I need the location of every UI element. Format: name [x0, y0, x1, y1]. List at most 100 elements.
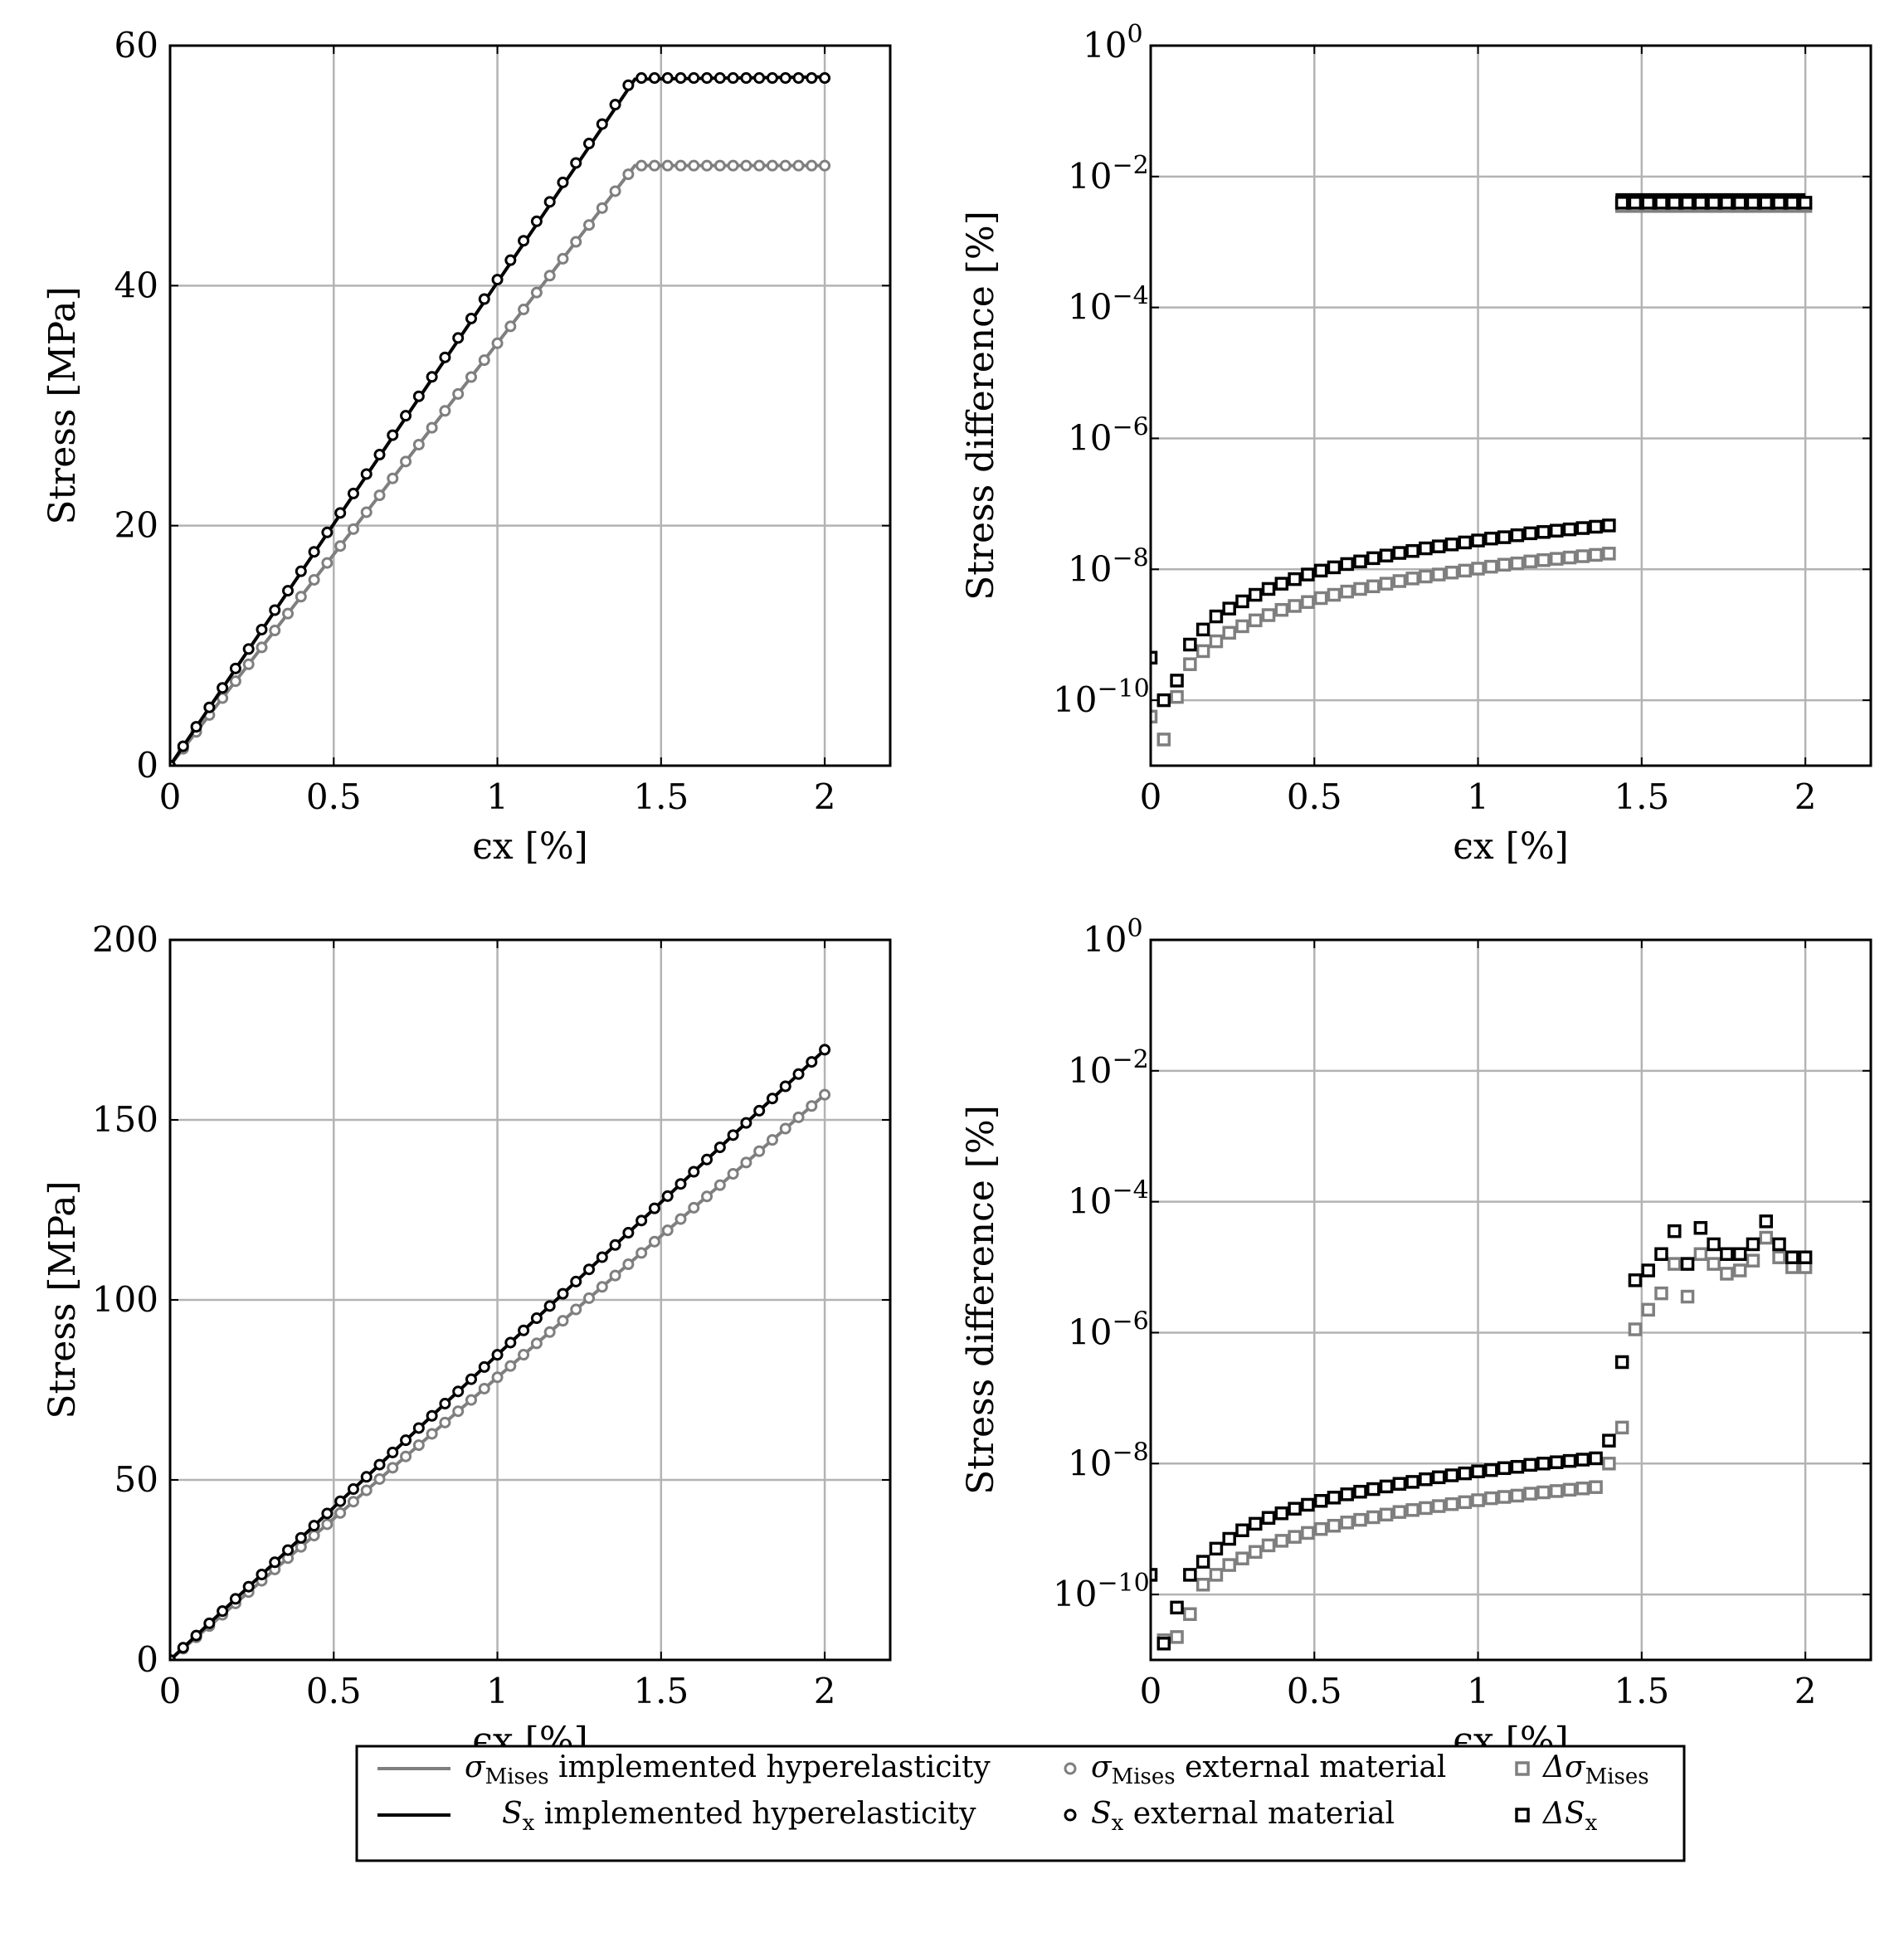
point--mises-external-material: [439, 405, 451, 417]
point--mises-external-material: [596, 1281, 608, 1293]
point--mises: [1614, 1420, 1629, 1435]
point-sx-external-material: [543, 196, 556, 208]
point--mises-external-material: [688, 159, 700, 172]
point--mises: [1497, 1490, 1512, 1504]
point--sx: [1720, 196, 1734, 210]
legend-label: σMises implemented hyperelasticity: [465, 1750, 991, 1789]
y-tick-label: 40: [114, 265, 158, 305]
legend-circle-marker: [1064, 1762, 1077, 1775]
point-sx-external-material: [622, 79, 635, 91]
x-tick-label: 1: [486, 1671, 509, 1711]
point--sx: [1575, 521, 1590, 535]
y-tick-label: 10−2: [1068, 1045, 1149, 1091]
point--sx: [1301, 1497, 1315, 1512]
point-sx-external-material: [373, 1458, 386, 1471]
legend-entry-sx_sq: ΔSx: [1515, 1797, 1598, 1836]
point--sx: [1157, 693, 1171, 708]
point-sx-external-material: [713, 1141, 726, 1154]
point-sx-external-material: [753, 1104, 766, 1117]
point--sx: [1222, 601, 1236, 616]
point--sx: [1785, 196, 1799, 210]
point-sx-external-material: [661, 72, 674, 85]
point--sx: [1249, 1516, 1263, 1531]
point--sx: [1313, 1494, 1328, 1508]
point-sx-external-material: [177, 1642, 189, 1654]
point-sx-external-material: [491, 274, 504, 286]
y-tick-label: 10−6: [1068, 412, 1149, 458]
point--mises-external-material: [412, 438, 425, 450]
point--sx: [1261, 582, 1276, 596]
point--mises-external-material: [360, 506, 373, 518]
point-sx-external-material: [347, 487, 359, 499]
x-tick-label: 1: [1467, 776, 1489, 817]
point-sx-external-material: [740, 1117, 752, 1129]
plot-frame: [168, 938, 892, 1662]
point--mises-external-material: [583, 219, 596, 231]
point--sx: [1419, 1472, 1433, 1487]
y-tick-label: 10−10: [1053, 674, 1150, 720]
point--mises: [1353, 582, 1367, 596]
point--mises: [1444, 565, 1459, 580]
point--mises: [1222, 1558, 1236, 1572]
point--mises: [1366, 579, 1381, 594]
point-sx-external-material: [203, 701, 216, 713]
point-sx-external-material: [740, 72, 752, 85]
y-tick-label: 20: [114, 505, 158, 546]
x-tick-label: 0.5: [1287, 1671, 1342, 1711]
point--mises: [1523, 1487, 1537, 1501]
point-sx-external-material: [190, 1629, 202, 1642]
plot-frame: [168, 44, 892, 767]
point--mises: [1444, 1497, 1459, 1511]
point--mises-external-material: [347, 523, 359, 535]
y-tick-label: 200: [92, 919, 158, 960]
point--sx: [1313, 563, 1328, 578]
point--mises-external-material: [426, 421, 438, 434]
point--mises-external-material: [713, 1179, 726, 1191]
point--mises: [1170, 689, 1184, 704]
point--sx: [1654, 1247, 1668, 1262]
x-tick-label: 0.5: [1287, 776, 1342, 817]
point--mises-external-material: [452, 1405, 465, 1418]
point--mises-external-material: [819, 159, 831, 172]
point--sx: [1327, 560, 1342, 575]
point--mises: [1379, 1507, 1394, 1522]
point--sx: [1562, 522, 1577, 537]
point--mises-external-material: [400, 1450, 412, 1462]
x-tick-label: 1.5: [633, 1671, 689, 1711]
plot-frame: [1149, 938, 1872, 1662]
point--sx: [1235, 594, 1249, 609]
point--sx: [1575, 1453, 1590, 1467]
point--mises-external-material: [478, 1382, 490, 1394]
point--sx: [1170, 1600, 1184, 1615]
point-sx-external-material: [439, 351, 451, 363]
point--sx: [1405, 543, 1419, 558]
x-axis-label: ϵx [%]: [472, 825, 588, 868]
point-sx-external-material: [596, 118, 608, 130]
point-sx-external-material: [282, 1544, 295, 1556]
series-group: [1151, 1214, 1813, 1651]
point--mises-external-material: [753, 159, 766, 172]
point--sx: [1484, 1462, 1498, 1477]
point--sx: [1707, 196, 1721, 210]
point--mises-external-material: [792, 1111, 805, 1123]
point-sx-external-material: [530, 1312, 543, 1325]
point-sx-external-material: [478, 293, 490, 305]
point--mises: [1183, 1607, 1197, 1622]
point--mises-external-material: [426, 1428, 438, 1440]
point--mises: [1720, 1267, 1734, 1281]
point--sx: [1444, 538, 1459, 552]
point-sx-external-material: [387, 429, 399, 441]
point--sx: [1471, 533, 1485, 548]
point--mises-external-material: [478, 354, 490, 367]
point-sx-external-material: [701, 72, 713, 85]
point--mises-external-material: [543, 1326, 556, 1338]
point-sx-external-material: [242, 1580, 255, 1593]
point-sx-external-material: [426, 371, 438, 383]
point--sx: [1759, 1214, 1773, 1229]
point--sx: [1340, 557, 1354, 572]
point--mises-external-material: [504, 320, 517, 333]
point--mises: [1261, 608, 1276, 622]
x-tick-label: 2: [1794, 776, 1817, 817]
point-sx-external-material: [504, 254, 517, 266]
